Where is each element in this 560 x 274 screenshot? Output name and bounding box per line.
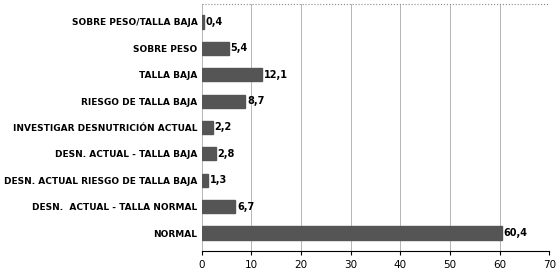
- Bar: [202, 200, 235, 213]
- Bar: [202, 68, 262, 81]
- Bar: [202, 174, 208, 187]
- Bar: [202, 147, 216, 161]
- Text: 6,7: 6,7: [237, 202, 254, 212]
- Text: 0,4: 0,4: [206, 17, 223, 27]
- Bar: [202, 226, 502, 239]
- Bar: [202, 42, 228, 55]
- Text: 1,3: 1,3: [210, 175, 227, 185]
- Text: 5,4: 5,4: [231, 43, 248, 53]
- Text: 12,1: 12,1: [264, 70, 288, 80]
- Text: 60,4: 60,4: [503, 228, 528, 238]
- Bar: [202, 95, 245, 108]
- Text: 8,7: 8,7: [247, 96, 264, 106]
- Text: 2,8: 2,8: [218, 149, 235, 159]
- Text: 2,2: 2,2: [214, 122, 232, 133]
- Bar: [202, 15, 204, 28]
- Bar: [202, 121, 213, 134]
